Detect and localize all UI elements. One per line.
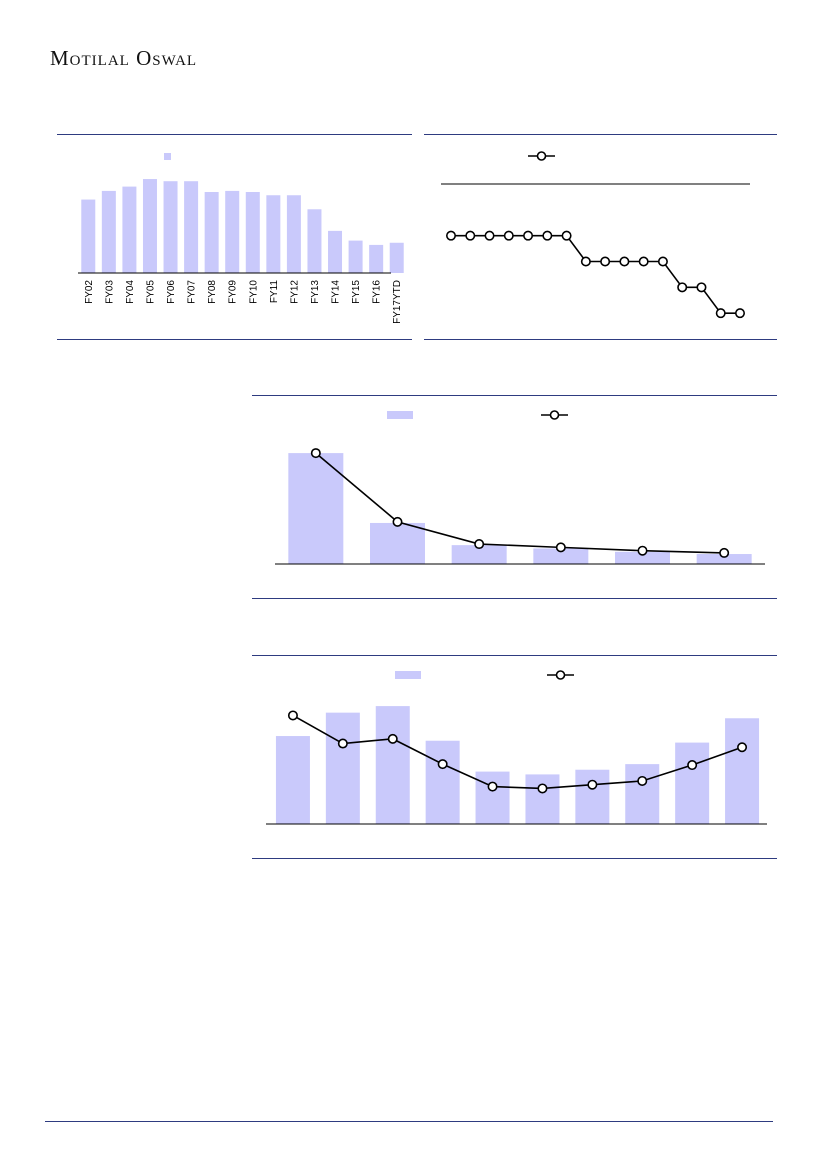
chart-1-bar-1	[101, 190, 116, 273]
chart-1-bar-4	[163, 181, 178, 273]
chart-panel-3	[252, 395, 777, 599]
chart-4-legend-swatch	[395, 671, 421, 679]
chart-4-bar-8	[675, 742, 710, 824]
chart-4-point-3	[437, 759, 448, 770]
chart-1-tick-label-1: FY03	[104, 280, 115, 304]
chart-1-tick-label-15: FY17YTD	[392, 280, 403, 324]
chart-3-point-1	[392, 516, 403, 527]
chart-1-bar-15	[389, 242, 404, 273]
chart-4-point-7	[637, 775, 648, 786]
chart-4-bar-9	[725, 718, 760, 824]
chart-3-legend-swatch	[387, 411, 413, 419]
chart-2-point-0	[445, 230, 456, 241]
chart-1-tick-label-11: FY13	[310, 280, 321, 304]
chart-2-line	[451, 234, 740, 314]
chart-3-point-3	[555, 542, 566, 553]
chart-1-bar-0	[81, 199, 96, 273]
chart-1-bar-9	[266, 195, 281, 273]
chart-4-point-9	[737, 742, 748, 753]
chart-2-point-12	[677, 282, 688, 293]
chart-2-point-2	[484, 230, 495, 241]
chart-1-legend-swatch	[164, 153, 171, 160]
chart-3-line	[315, 452, 725, 554]
chart-4-bar-3	[425, 740, 460, 824]
chart-panel-2	[424, 134, 777, 340]
chart-1-tick-label-7: FY09	[228, 280, 239, 304]
chart-1-bar-10	[286, 195, 301, 273]
brand-logo: Motilal Oswal	[50, 46, 198, 70]
chart-1-tick-label-0: FY02	[84, 280, 95, 304]
chart-4-point-6	[587, 779, 598, 790]
chart-3-bar-0	[288, 453, 344, 564]
chart-2-point-6	[561, 230, 572, 241]
chart-2-point-5	[542, 230, 553, 241]
chart-2-svg	[441, 151, 750, 319]
chart-1-bar-5	[184, 181, 199, 273]
chart-3-bar-1	[370, 522, 425, 564]
chart-3-point-2	[474, 539, 485, 550]
chart-4-bar-7	[625, 764, 660, 824]
chart-3-bar-3	[533, 548, 589, 564]
chart-3-bar-4	[615, 551, 670, 564]
chart-1-tick-label-12: FY14	[331, 280, 342, 304]
chart-3-point-0	[310, 448, 321, 459]
chart-1-bar-7	[225, 190, 240, 273]
chart-1-svg: FY02 FY03 FY04 FY05 FY06 FY07 FY08 FY09 FY10 FY11…	[78, 153, 404, 324]
chart-1-bar-12	[328, 230, 343, 273]
chart-1-tick-label-2: FY04	[125, 280, 136, 304]
chart-4-point-2	[387, 733, 398, 744]
chart-4-bar-1	[325, 712, 360, 824]
chart-1-tick-label-13: FY15	[351, 280, 362, 304]
chart-4-point-0	[287, 710, 298, 721]
chart-2-point-14	[715, 308, 726, 319]
chart-1-tick-label-10: FY12	[289, 280, 300, 304]
chart-4-bar-6	[575, 769, 610, 824]
chart-2-point-8	[600, 256, 611, 267]
chart-4-point-8	[687, 760, 698, 771]
chart-1-tick-label-6: FY08	[207, 280, 218, 304]
chart-4-bar-5	[525, 774, 560, 824]
chart-1-bar-6	[204, 192, 219, 273]
chart-panel-1: FY02 FY03 FY04 FY05 FY06 FY07 FY08 FY09 FY10 FY11…	[57, 134, 412, 340]
chart-4-bar-2	[375, 706, 410, 824]
chart-2-point-11	[657, 256, 668, 267]
chart-1-tick-label-5: FY07	[187, 280, 198, 304]
chart-3-svg	[275, 410, 765, 565]
chart-4-point-1	[337, 738, 348, 749]
chart-3-bar-2	[451, 545, 507, 564]
chart-panel-4	[252, 655, 777, 859]
chart-4-bar-4	[475, 771, 510, 824]
chart-2-point-1	[465, 230, 476, 241]
chart-1-bar-8	[245, 192, 260, 273]
chart-1-tick-label-4: FY06	[166, 280, 177, 304]
chart-1-tick-label-3: FY05	[145, 280, 156, 304]
chart-1-tick-label-9: FY11	[269, 280, 280, 304]
footer-rule	[45, 1121, 773, 1122]
chart-1-bar-14	[369, 244, 384, 273]
chart-1-tick-label-8: FY10	[248, 280, 259, 304]
chart-3-point-5	[719, 547, 730, 558]
chart-1-bar-2	[122, 186, 137, 273]
chart-2-legend-marker	[536, 151, 547, 161]
chart-4-svg	[266, 670, 767, 825]
chart-3-bar-5	[696, 554, 752, 564]
chart-1-bar-11	[307, 209, 322, 273]
chart-1-bar-3	[142, 179, 157, 273]
chart-2-point-4	[523, 230, 534, 241]
chart-2-point-9	[619, 256, 630, 267]
chart-3-point-4	[637, 545, 648, 556]
chart-1-bar-13	[348, 240, 363, 273]
chart-2-point-10	[638, 256, 649, 267]
chart-2-point-3	[503, 230, 514, 241]
chart-3-legend-marker	[549, 410, 560, 420]
chart-2-point-15	[734, 308, 745, 319]
chart-2-point-7	[580, 256, 591, 267]
chart-2-point-13	[696, 282, 707, 293]
chart-4-legend-marker	[555, 670, 566, 680]
chart-4-point-5	[537, 783, 548, 794]
chart-4-point-4	[487, 781, 498, 792]
chart-1-tick-label-14: FY16	[372, 280, 383, 304]
chart-4-line	[292, 714, 743, 790]
chart-4-bar-0	[275, 736, 310, 824]
